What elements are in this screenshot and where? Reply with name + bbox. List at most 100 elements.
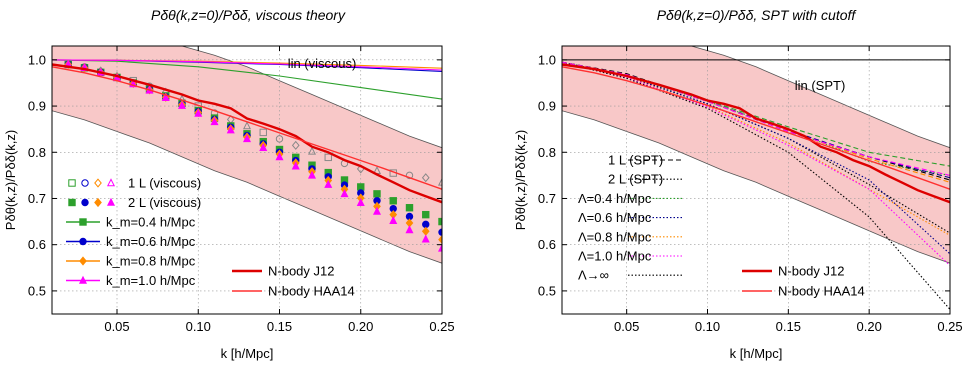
plot-area [52, 46, 442, 314]
legend-marker [79, 256, 87, 266]
x-axis-label: k [h/Mpc] [730, 346, 783, 361]
legend-marker [81, 198, 89, 207]
chart-title: Pδθ(k,z=0)/Pδδ, viscous theory [151, 7, 346, 23]
data-point-2l [389, 197, 397, 205]
legend-marker [79, 218, 87, 226]
x-tick-label: 0.20 [348, 319, 373, 334]
legend-marker [78, 275, 88, 284]
chart-title: Pδθ(k,z=0)/Pδδ, SPT with cutoff [657, 7, 858, 23]
data-point-2l [372, 206, 382, 215]
y-tick-label: 0.6 [28, 237, 46, 252]
x-tick-label: 0.05 [614, 319, 639, 334]
y-axis-label: Pδθ(k,z)/Pδδ(k,z) [513, 130, 528, 230]
data-point-2l [340, 189, 349, 198]
data-point-2l [422, 210, 430, 219]
x-tick-label: 0.10 [695, 319, 720, 334]
y-tick-label: 0.8 [538, 145, 556, 160]
legend-label: 1 L (SPT) [608, 153, 663, 168]
series-line [52, 59, 442, 100]
legend-label: k_m=0.6 h/Mpc [106, 234, 196, 249]
data-point-2l [259, 142, 268, 151]
data-point-2l [438, 235, 442, 245]
legend-label: N-body J12 [778, 264, 844, 279]
data-point-1l [259, 128, 267, 137]
data-point-1l [421, 173, 430, 183]
data-point-2l [161, 93, 170, 102]
legend-label: k_m=1.0 h/Mpc [106, 273, 196, 288]
y-tick-label: 1.0 [28, 52, 46, 67]
x-tick-label: 0.15 [267, 319, 292, 334]
series-line [562, 63, 950, 204]
legend-label: N-body HAA14 [778, 284, 865, 299]
series-line [562, 61, 950, 176]
legend-marker [68, 179, 76, 187]
y-tick-label: 1.0 [538, 52, 556, 67]
plot-frame [561, 45, 951, 315]
annotation-lin: lin (SPT) [795, 78, 846, 93]
y-axis-label: Pδθ(k,z)/Pδδ(k,z) [3, 130, 18, 230]
legend-marker [106, 178, 116, 187]
x-tick-label: 0.15 [776, 319, 801, 334]
series-line [52, 63, 442, 204]
x-tick-label: 0.20 [857, 319, 882, 334]
data-point-2l [405, 225, 414, 234]
data-point-1l [437, 177, 442, 186]
y-tick-label: 0.7 [538, 191, 556, 206]
data-point-1l [307, 146, 317, 155]
data-point-2l [356, 197, 365, 206]
band-upper-edge [52, 46, 442, 149]
series-line [562, 61, 950, 236]
data-point-2l [307, 170, 317, 179]
legend: 1 L (viscous) 2 L (viscous) k_m=0.4 h/Mpc k… [66, 176, 355, 299]
series-line [52, 66, 442, 190]
data-point-2l [291, 161, 300, 170]
x-tick-label: 0.25 [937, 319, 962, 334]
left-panel: Pδθ(k,z=0)/Pδδ, viscous theory 0.05 0.10 0.… [3, 7, 455, 361]
band-upper-edge [562, 46, 950, 149]
y-tick-label: 0.7 [28, 191, 46, 206]
legend-label: Λ=0.6 h/Mpc [578, 210, 652, 225]
legend-label: 2 L (viscous) [128, 195, 201, 210]
legend-marker [94, 197, 102, 208]
data-point-2l [177, 100, 187, 109]
legend: 1 L (SPT) 2 L (SPT) Λ=0.4 h/Mpc Λ=0.6 h/Mpc… [578, 153, 865, 299]
plot-frame [51, 45, 443, 315]
data-point-2l [389, 215, 398, 224]
legend-marker [79, 237, 87, 246]
legend-marker [106, 197, 116, 206]
series-line [562, 61, 950, 310]
error-band [562, 46, 950, 264]
y-tick-label: 0.6 [538, 237, 556, 252]
y-tick-label: 0.9 [28, 99, 46, 114]
annotation-lin: lin (viscous) [288, 56, 357, 71]
y-tick-label: 0.5 [538, 283, 556, 298]
series-line [562, 61, 950, 266]
data-point-2l [422, 220, 430, 229]
legend-label: N-body HAA14 [268, 284, 355, 299]
data-point-2l [242, 134, 252, 143]
legend-label: N-body J12 [268, 264, 334, 279]
data-point-1l [242, 121, 252, 130]
data-point-2l [210, 117, 219, 126]
data-point-1l [324, 153, 332, 162]
x-tick-label: 0.10 [186, 319, 211, 334]
series-line [52, 59, 442, 71]
legend-label: Λ=1.0 h/Mpc [578, 249, 652, 264]
y-tick-label: 0.9 [538, 99, 556, 114]
data-point-2l [357, 183, 365, 191]
data-point-2l [373, 190, 381, 198]
x-tick-label: 0.25 [429, 319, 454, 334]
legend-marker [94, 178, 102, 188]
data-point-1l [291, 140, 300, 150]
series-line [562, 66, 950, 190]
error-band [52, 46, 442, 264]
plot-area [562, 46, 950, 314]
legend-marker [81, 179, 89, 187]
legend-label: Λ→∞ [578, 268, 609, 283]
y-tick-label: 0.8 [28, 145, 46, 160]
data-point-1l [405, 171, 414, 180]
legend-label: 1 L (viscous) [128, 176, 201, 191]
y-tick-label: 0.5 [28, 283, 46, 298]
data-point-1l [275, 135, 284, 143]
